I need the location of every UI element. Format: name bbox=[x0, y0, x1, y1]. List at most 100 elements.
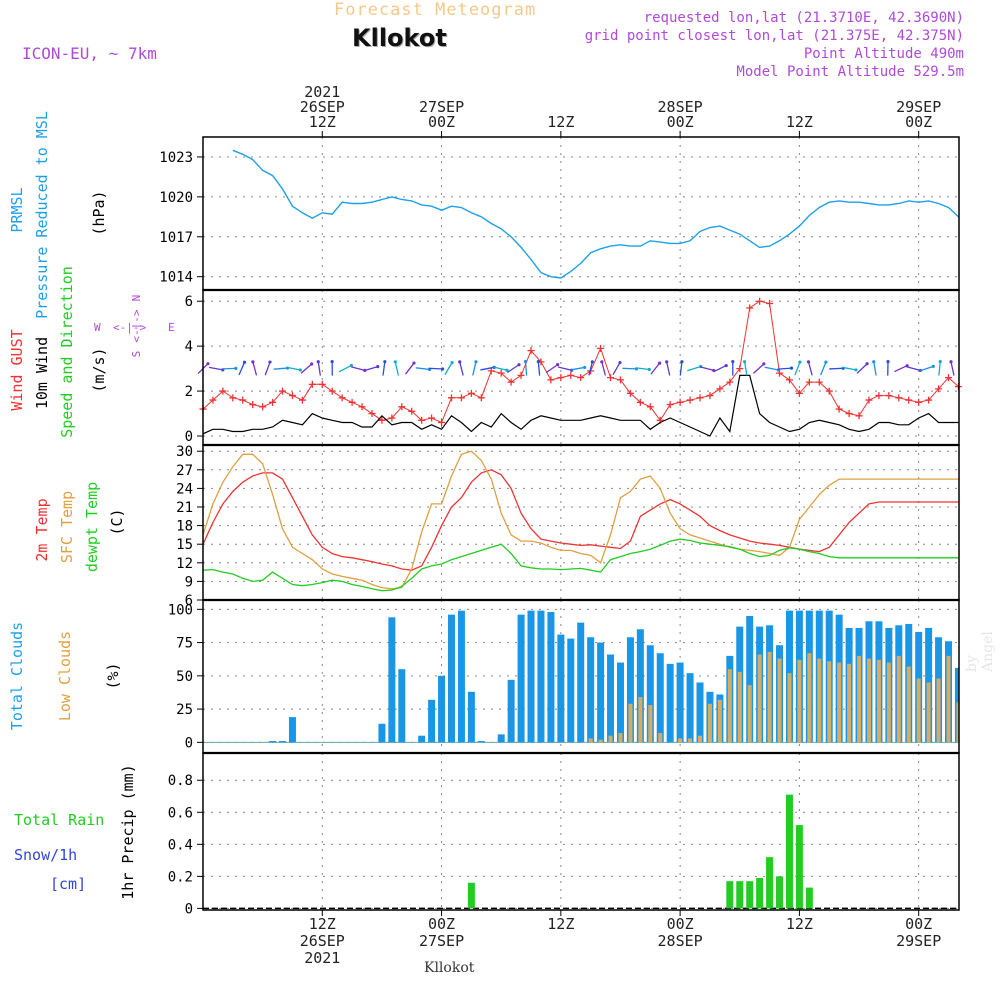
model-altitude: Model Point Altitude 529.5m bbox=[736, 64, 964, 80]
y-tick-label: 50 bbox=[176, 669, 193, 685]
gust-marker bbox=[318, 380, 326, 388]
low-cloud-bar bbox=[707, 703, 712, 743]
wind-direction-arrow bbox=[537, 361, 541, 376]
gust-marker bbox=[467, 389, 475, 397]
compass-east: E bbox=[168, 321, 175, 334]
grid-point-coordinates: grid point closest lon,lat (21.375E, 42.… bbox=[584, 28, 964, 44]
wind-direction-arrow bbox=[820, 361, 827, 376]
total-cloud-bar bbox=[616, 662, 624, 743]
wind-direction-arrowhead bbox=[806, 360, 811, 364]
temp-frame bbox=[202, 444, 960, 601]
total-cloud-bar bbox=[557, 634, 565, 743]
total-cloud-bar bbox=[686, 673, 694, 743]
y-tick-label: 0.8 bbox=[168, 773, 193, 789]
gust-marker bbox=[636, 398, 644, 406]
model-label: ICON-EU, ~ 7km bbox=[22, 44, 157, 63]
total-cloud-bar bbox=[587, 637, 595, 743]
total-cloud-bar bbox=[517, 614, 525, 743]
gust-marker bbox=[795, 389, 803, 397]
wind-direction-arrow bbox=[679, 361, 683, 376]
requested-coordinates: requested lon,lat (21.3710E, 42.3690N) bbox=[643, 10, 964, 26]
gust-marker bbox=[418, 416, 426, 424]
gust-marker bbox=[497, 369, 505, 377]
total-cloud-bar bbox=[428, 699, 436, 743]
rain-bar bbox=[746, 881, 754, 909]
gust-marker bbox=[626, 389, 634, 397]
wind-direction-arrowhead bbox=[310, 362, 314, 366]
gust-marker bbox=[815, 378, 823, 386]
precip-frame bbox=[202, 752, 960, 911]
gust-marker bbox=[288, 392, 296, 400]
low-cloud-bar bbox=[946, 655, 951, 743]
total-cloud-bar bbox=[457, 610, 465, 743]
point-altitude: Point Altitude 490m bbox=[803, 46, 964, 62]
top-time-label: 00Z bbox=[428, 113, 455, 131]
total-cloud-bar bbox=[636, 629, 644, 743]
wind-direction-arrowhead bbox=[854, 368, 858, 372]
bottom-location-label: Kllokot bbox=[424, 960, 475, 976]
y-tick-label: 75 bbox=[176, 636, 193, 652]
top-time-label: 12Z bbox=[309, 113, 336, 131]
gust-marker bbox=[507, 378, 515, 386]
wind-direction-arrow bbox=[666, 361, 671, 376]
wind-direction-arrow bbox=[919, 365, 934, 372]
gust-marker bbox=[935, 385, 943, 393]
low-cloud-bar bbox=[688, 738, 693, 743]
wind-direction-arrowhead bbox=[680, 360, 684, 364]
total-clouds-label: Total Clouds bbox=[8, 622, 26, 730]
top-time-label: 12Z bbox=[786, 113, 813, 131]
y-tick-label: 6 bbox=[185, 593, 193, 609]
low-cloud-bar bbox=[876, 659, 881, 743]
y-tick-label: 1023 bbox=[159, 150, 193, 166]
gust-marker bbox=[487, 367, 495, 375]
total-cloud-bar bbox=[388, 617, 396, 743]
top-time-label: 2021 bbox=[304, 83, 340, 101]
total-cloud-bar bbox=[527, 610, 535, 743]
y-tick-label: 0 bbox=[185, 901, 193, 917]
low-cloud-bar bbox=[767, 651, 772, 743]
wind-direction-arrowhead bbox=[242, 360, 247, 364]
y-tick-label: 6 bbox=[185, 294, 193, 310]
low-cloud-bar bbox=[717, 699, 722, 743]
gust-marker bbox=[666, 401, 674, 409]
compass-west: W bbox=[94, 321, 101, 334]
total-cloud-bar bbox=[607, 654, 615, 743]
wind-direction-arrowhead bbox=[536, 360, 540, 364]
y-tick-label: 1017 bbox=[159, 230, 193, 246]
total-cloud-bar bbox=[676, 662, 684, 743]
gust-marker bbox=[696, 394, 704, 402]
gust-marker bbox=[547, 376, 555, 384]
wind-direction-arrow bbox=[650, 362, 661, 375]
low-cloud-bar bbox=[797, 659, 802, 743]
wind-direction-arrow bbox=[777, 367, 792, 370]
wind-direction-arrowhead bbox=[658, 361, 662, 365]
wind-direction-arrow bbox=[252, 361, 258, 376]
wind-direction-arrowhead bbox=[440, 367, 445, 371]
gust-marker bbox=[945, 374, 952, 382]
wind-direction-arrowhead bbox=[789, 366, 794, 370]
y-tick-label: 27 bbox=[176, 463, 193, 479]
low-cloud-bar bbox=[886, 662, 891, 743]
y-tick-label: 30 bbox=[176, 444, 193, 460]
wind-direction-arrowhead bbox=[938, 360, 942, 364]
wind-direction-arrowhead bbox=[556, 363, 560, 367]
gust-marker bbox=[348, 398, 356, 406]
wind-direction-arrowhead bbox=[762, 362, 766, 366]
gust-marker bbox=[477, 394, 485, 402]
total-cloud-bar bbox=[547, 611, 555, 743]
wind-direction-arrow bbox=[428, 367, 443, 370]
y-tick-label: 12 bbox=[176, 556, 193, 572]
wind-direction-arrowhead bbox=[583, 365, 587, 370]
wind-direction-arrowhead bbox=[349, 363, 353, 368]
wind-direction-arrow bbox=[506, 364, 520, 374]
gust-marker bbox=[388, 414, 396, 422]
wind-direction-arrowhead bbox=[647, 367, 651, 372]
low-cloud-bar bbox=[857, 655, 862, 743]
gust-marker bbox=[706, 392, 714, 400]
wind-direction-arrow bbox=[856, 363, 868, 374]
gust-marker bbox=[766, 299, 774, 307]
total-cloud-bar bbox=[656, 653, 664, 743]
wind-direction-arrow bbox=[472, 361, 477, 376]
compass-north: N bbox=[130, 295, 143, 302]
gust-marker bbox=[517, 371, 525, 379]
